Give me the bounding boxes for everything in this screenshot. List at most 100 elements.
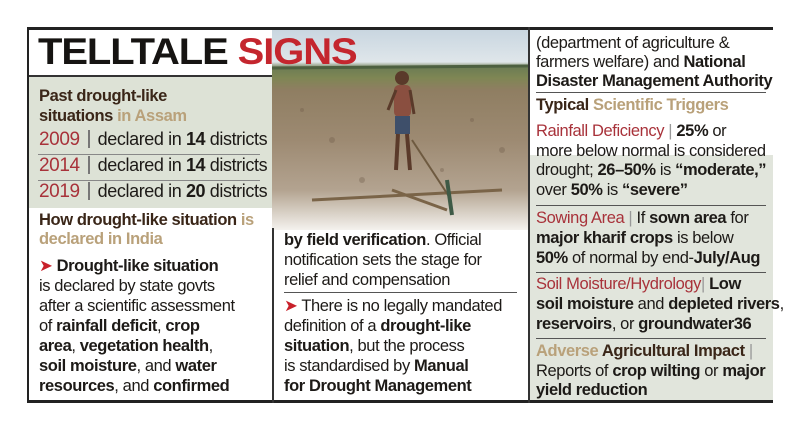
divider (536, 272, 766, 273)
intro-line: Disaster Management Authority (536, 71, 773, 91)
divider (536, 338, 766, 339)
middle-para2-text: definition of a (284, 317, 381, 335)
middle-para1-text: by field verification (284, 231, 426, 249)
india-body-text: area (39, 337, 72, 355)
assam-heading-text: in Assam (117, 107, 187, 125)
sowing-trigger-line: major kharif crops is below (536, 228, 734, 248)
impact-trigger-text: major (722, 361, 766, 380)
india-body-text: is declared by state govts (39, 277, 215, 295)
assam-heading-line: situations in Assam (39, 106, 187, 126)
india-heading-text: How drought-like situation (39, 211, 241, 229)
rainfall-trigger-text: more below normal is considered (536, 141, 766, 160)
assam-heading-text: Past drought-like (39, 87, 167, 105)
india-body-line: resources, and confirmed (39, 376, 230, 396)
sowing-trigger-text: major kharif crops (536, 229, 673, 247)
year-text: districts (205, 155, 268, 175)
year-row: 2019 declared in 20 districts (39, 181, 268, 202)
impact-trigger-text: Adverse (536, 342, 602, 360)
india-body-text: , (157, 317, 166, 335)
middle-para1-line: notification sets the stage for (284, 250, 482, 270)
india-heading-line: declared in India (39, 229, 163, 249)
india-body-text: soil moisture (39, 357, 137, 375)
india-body-line: ➤ Drought-like situation (39, 256, 219, 276)
impact-trigger-line: Reports of crop wilting or major (536, 361, 766, 381)
rainfall-trigger-text: is (602, 180, 622, 199)
year-text: districts (205, 129, 268, 149)
impact-trigger-text: Reports of (536, 361, 613, 380)
divider (38, 180, 260, 181)
title-black: TELLTALE (38, 31, 229, 72)
soil-trigger-text: soil moisture (536, 295, 634, 313)
middle-para2-text: is standardised by (284, 357, 414, 375)
middle-para2-text: for Drought Management (284, 377, 472, 395)
column-divider (272, 228, 274, 403)
farmer-figure-icon (272, 64, 528, 216)
triggers-heading-text: Scientific Triggers (593, 96, 729, 114)
separator-bar (87, 156, 90, 174)
middle-para1-line: by field verification. Official (284, 230, 482, 250)
soil-trigger-line: Soil Moisture/Hydrology| Low (536, 274, 741, 294)
middle-para2-text: There is no legally mandated (301, 297, 502, 315)
sowing-trigger-text: 50% (536, 249, 568, 267)
sowing-trigger-text: of normal by end- (567, 249, 694, 267)
rainfall-trigger-text: 50% (570, 180, 603, 199)
rainfall-trigger-line: over 50% is “severe” (536, 180, 688, 200)
soil-trigger-text: , or (611, 315, 639, 333)
title-box (29, 30, 272, 77)
rainfall-trigger-line: Rainfall Deficiency | 25% or (536, 121, 727, 141)
sowing-trigger-text: is below (672, 229, 734, 247)
india-body-text: Drought-like situation (56, 257, 219, 275)
india-body-text: resources (39, 377, 115, 395)
column-divider (528, 27, 530, 403)
divider (284, 292, 517, 293)
sowing-trigger-text: If (636, 209, 650, 227)
sowing-trigger-text: Sowing Area (536, 209, 625, 227)
india-body-text: , and (114, 377, 154, 395)
soil-trigger-text: depleted rivers (668, 295, 780, 313)
soil-trigger-text: Low (709, 275, 741, 293)
india-body-text: water (175, 357, 217, 375)
middle-para2-text: situation (284, 337, 350, 355)
india-heading-line: How drought-like situation is (39, 210, 254, 230)
india-heading-text: is (240, 211, 254, 229)
rainfall-trigger-text: or (708, 122, 727, 140)
india-body-line: soil moisture, and water (39, 356, 217, 376)
rainfall-trigger-text: | (664, 122, 677, 140)
india-body-text: confirmed (153, 377, 230, 395)
year-row: 2009 declared in 14 districts (39, 129, 268, 150)
soil-trigger-line: soil moisture and depleted rivers, (536, 294, 784, 314)
impact-trigger-text: Agricultural Impact (601, 342, 745, 360)
india-body-text: of (39, 317, 57, 335)
divider (536, 92, 766, 93)
middle-para2-line: for Drought Management (284, 376, 472, 396)
separator-bar (87, 182, 90, 200)
assam-history-panel (29, 75, 272, 208)
year-text: declared in (97, 129, 186, 149)
middle-para1-text: notification sets the stage for (284, 251, 482, 269)
divider (536, 205, 766, 206)
middle-para2-text: drought-like (380, 317, 471, 335)
rainfall-trigger-text: “moderate,” (675, 161, 767, 179)
india-body-text: rainfall deficit (56, 317, 158, 335)
rainfall-trigger-text: “severe” (622, 180, 688, 199)
year-label: 2019 (39, 181, 80, 202)
rainfall-trigger-text: 26–50% (597, 161, 657, 179)
triggers-heading-text: Typical (536, 96, 594, 114)
sowing-trigger-text: July/Aug (693, 249, 761, 267)
intro-text: National (683, 53, 746, 71)
year-label: 2014 (39, 155, 80, 176)
middle-para2-line: is standardised by Manual (284, 356, 469, 376)
soil-trigger-text: | (701, 275, 710, 293)
middle-para2-text: , but the process (349, 337, 465, 355)
year-text: declared in (97, 155, 186, 175)
divider (38, 154, 260, 155)
india-body-text: crop (165, 317, 200, 335)
intro-text: (department of agriculture & (536, 34, 730, 52)
india-body-text: , (208, 337, 214, 355)
impact-trigger-text: | (744, 342, 753, 360)
middle-para1-line: relief and compensation (284, 270, 450, 290)
soil-trigger-text: and (633, 295, 669, 313)
assam-heading-line: Past drought-like (39, 86, 167, 106)
rainfall-trigger-line: drought; 26–50% is “moderate,” (536, 160, 767, 180)
farmer-in-dry-field-photo (272, 30, 528, 230)
